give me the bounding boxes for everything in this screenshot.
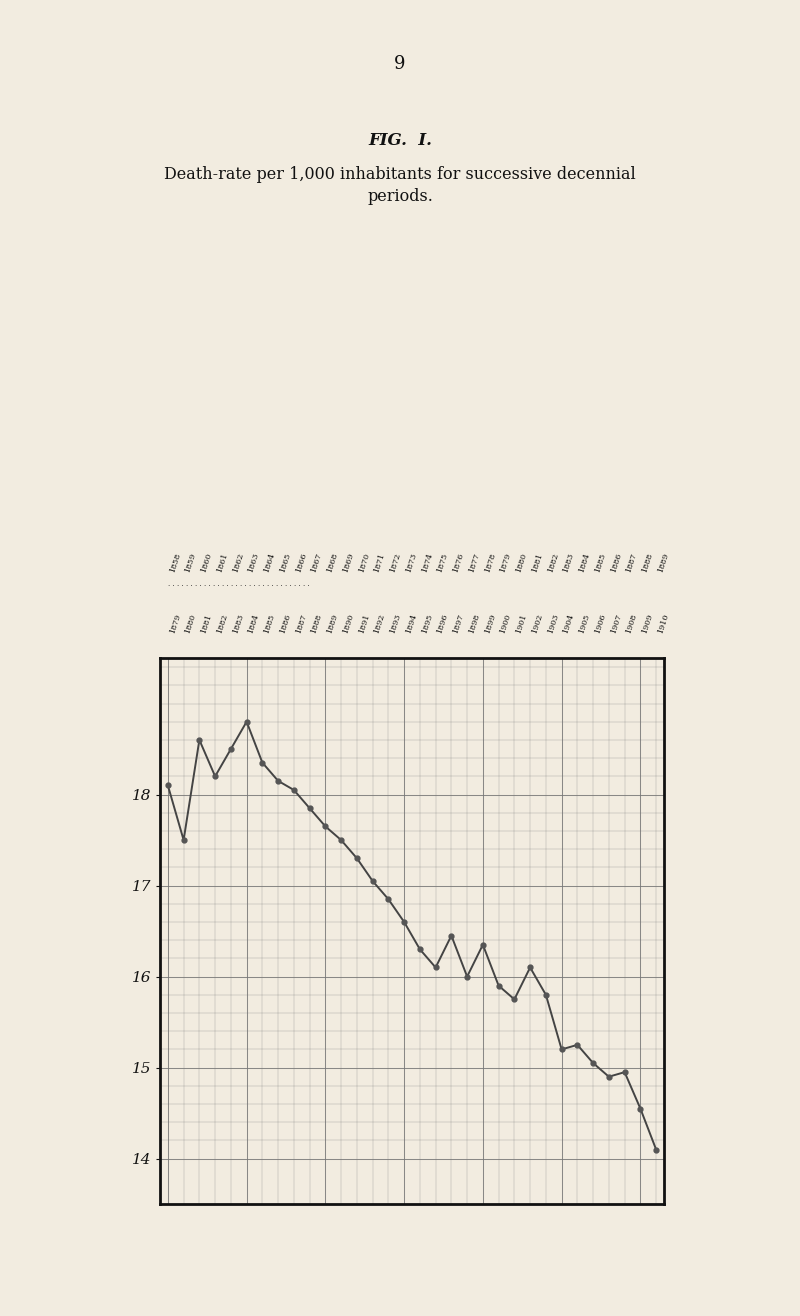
Text: 1906: 1906 [593, 612, 607, 634]
Text: 1898: 1898 [467, 612, 481, 634]
Text: FIG.  I.: FIG. I. [368, 132, 432, 149]
Text: 1894: 1894 [404, 612, 418, 634]
Text: 1882: 1882 [546, 551, 560, 574]
Text: 1900: 1900 [498, 612, 513, 634]
Text: 1890: 1890 [341, 612, 355, 634]
Text: 1892: 1892 [373, 612, 386, 634]
Text: Death-rate per 1,000 inhabitants for successive decennial: Death-rate per 1,000 inhabitants for suc… [164, 166, 636, 183]
Text: 1888: 1888 [640, 553, 654, 574]
Text: 1905: 1905 [578, 612, 591, 634]
Text: 1872: 1872 [388, 551, 402, 574]
Text: 1878: 1878 [483, 553, 497, 574]
Text: 1904: 1904 [562, 612, 575, 634]
Text: 1897: 1897 [451, 612, 466, 634]
Text: 1891: 1891 [357, 612, 370, 634]
Text: 1886: 1886 [609, 551, 622, 574]
Text: 1907: 1907 [609, 612, 622, 634]
Text: 1879: 1879 [168, 612, 182, 634]
Text: 1887: 1887 [625, 553, 638, 574]
Text: 1874: 1874 [420, 551, 434, 574]
Text: 1880: 1880 [184, 613, 198, 634]
Text: 1910: 1910 [656, 612, 670, 634]
Text: 1885: 1885 [262, 613, 276, 634]
Text: . . . . . . . . . . . . . . . . . . . . . . . . . . . . . . . .: . . . . . . . . . . . . . . . . . . . . … [168, 580, 312, 588]
Text: 1902: 1902 [530, 612, 544, 634]
Text: 1896: 1896 [436, 612, 450, 634]
Text: 1883: 1883 [231, 612, 245, 634]
Text: 1863: 1863 [246, 551, 261, 574]
Text: 1858: 1858 [168, 553, 182, 574]
Text: 1866: 1866 [294, 551, 308, 574]
Text: 1860: 1860 [199, 551, 214, 574]
Text: 1882: 1882 [215, 612, 229, 634]
Text: 1901: 1901 [514, 612, 528, 634]
Text: 1893: 1893 [388, 612, 402, 634]
Text: 1880: 1880 [514, 553, 528, 574]
Text: 1875: 1875 [436, 553, 450, 574]
Text: 1864: 1864 [262, 551, 276, 574]
Text: 1888: 1888 [310, 613, 323, 634]
Text: 1870: 1870 [357, 553, 370, 574]
Text: 1883: 1883 [562, 551, 575, 574]
Text: 1862: 1862 [231, 551, 245, 574]
Text: 1889: 1889 [326, 612, 339, 634]
Text: periods.: periods. [367, 188, 433, 205]
Text: 1869: 1869 [341, 551, 355, 574]
Text: 1871: 1871 [373, 551, 386, 574]
Text: 1886: 1886 [278, 612, 292, 634]
Text: 1884: 1884 [578, 551, 591, 574]
Text: 1867: 1867 [310, 551, 323, 574]
Text: 9: 9 [394, 55, 406, 74]
Text: 1865: 1865 [278, 551, 292, 574]
Text: 1868: 1868 [326, 551, 339, 574]
Text: 1889: 1889 [656, 551, 670, 574]
Text: 1885: 1885 [593, 553, 607, 574]
Text: 1879: 1879 [498, 551, 513, 574]
Text: 1881: 1881 [199, 612, 214, 634]
Text: 1861: 1861 [215, 551, 229, 574]
Text: 1895: 1895 [420, 612, 434, 634]
Text: 1859: 1859 [184, 551, 198, 574]
Text: 1908: 1908 [625, 612, 638, 634]
Text: 1884: 1884 [246, 612, 261, 634]
Text: 1899: 1899 [483, 612, 497, 634]
Text: 1909: 1909 [640, 612, 654, 634]
Text: 1881: 1881 [530, 551, 544, 574]
Text: 1877: 1877 [467, 553, 481, 574]
Text: 1876: 1876 [451, 551, 466, 574]
Text: 1887: 1887 [294, 613, 308, 634]
Text: 1903: 1903 [546, 612, 560, 634]
Text: 1873: 1873 [404, 551, 418, 574]
